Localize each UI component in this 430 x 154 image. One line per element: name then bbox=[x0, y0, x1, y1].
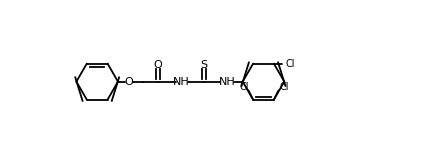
Text: O: O bbox=[154, 60, 163, 70]
Text: NH: NH bbox=[219, 77, 236, 87]
Text: NH: NH bbox=[173, 77, 190, 87]
Text: O: O bbox=[124, 77, 133, 87]
Text: Cl: Cl bbox=[240, 82, 249, 92]
Text: Cl: Cl bbox=[279, 82, 289, 92]
Text: Cl: Cl bbox=[286, 59, 295, 69]
Text: S: S bbox=[201, 60, 208, 70]
